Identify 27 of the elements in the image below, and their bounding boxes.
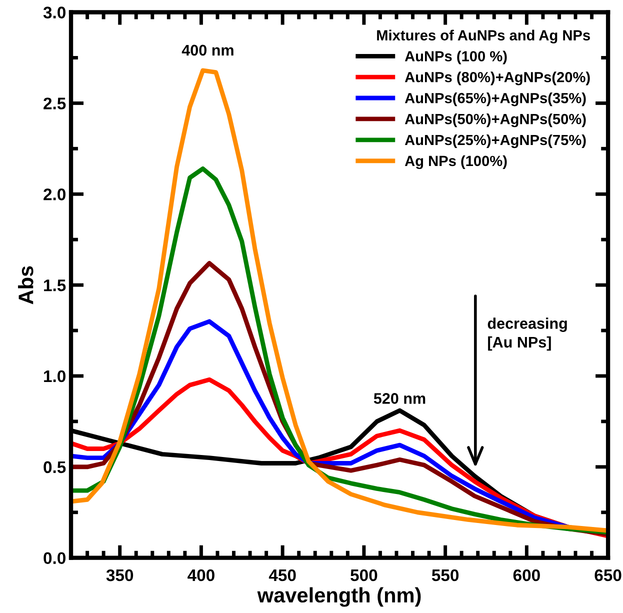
x-tick-label: 650 [594, 569, 622, 582]
legend-title: Mixtures of AuNPs and Ag NPs [377, 30, 590, 44]
x-tick-label: 600 [513, 569, 540, 582]
y-tick-label: 1.5 [44, 280, 66, 292]
legend-label: AuNPs(65%)+AgNPs(35%) [404, 92, 586, 106]
x-axis-title: wavelength (nm) [257, 587, 421, 607]
y-axis-title: Abs [18, 266, 34, 304]
x-tick-label: 500 [350, 569, 378, 582]
y-tick-label: 3.0 [43, 6, 66, 18]
y-tick-label: 0.0 [44, 552, 66, 564]
x-tick-label: 350 [106, 569, 134, 582]
y-tick-label: 0.5 [44, 461, 66, 474]
line-series [71, 68, 608, 533]
legend-label: AuNPs(25%)+AgNPs(75%) [404, 134, 586, 148]
annotation: 520 nm [374, 393, 426, 404]
legend-label: Ag NPs (100%) [404, 155, 507, 170]
legend-label: AuNPs (100 %) [404, 50, 507, 64]
x-tick-label: 450 [268, 569, 296, 582]
y-tick-label: 2.0 [44, 188, 66, 200]
x-tick-label: 550 [432, 569, 459, 582]
y-tick-label: 2.5 [44, 98, 66, 110]
x-tick-label: 400 [188, 569, 214, 582]
y-tick-label: 1.0 [44, 370, 66, 382]
legend-label: AuNPs(50%)+AgNPs(50%) [404, 113, 586, 128]
annotation: decreasing [Au NPs] [488, 318, 567, 351]
legend-label: AuNPs (80%)+AgNPs(20%) [404, 72, 590, 86]
annotation: 400 nm [182, 44, 234, 56]
